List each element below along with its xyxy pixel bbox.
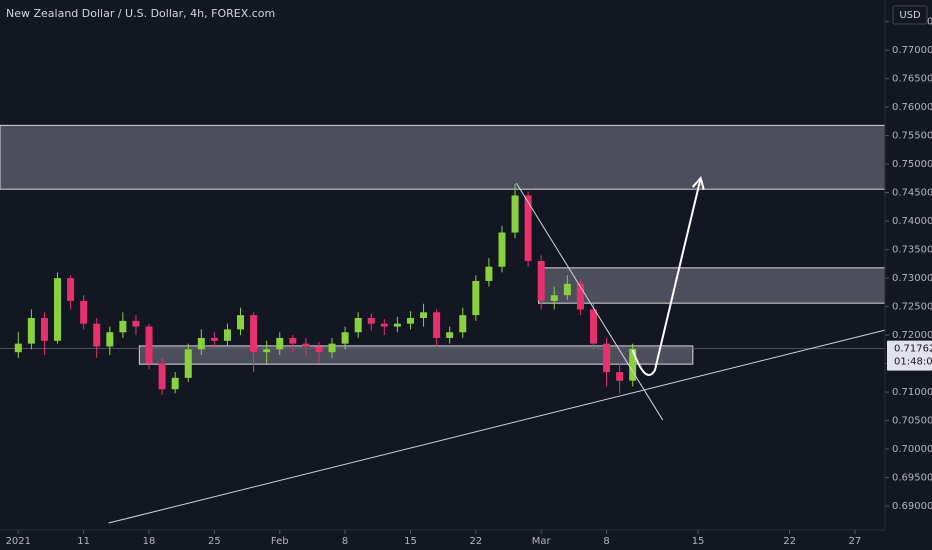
candle-body bbox=[40, 318, 48, 341]
currency-box bbox=[892, 5, 928, 25]
x-tick-label: 11 bbox=[77, 536, 90, 547]
candle-body bbox=[472, 280, 480, 316]
y-tick-label: 0.74500 bbox=[892, 188, 932, 199]
candle-body bbox=[433, 312, 441, 338]
zone bbox=[538, 267, 886, 304]
candle-body bbox=[250, 315, 258, 353]
y-tick-label: 0.75000 bbox=[892, 159, 932, 170]
candle-body bbox=[537, 261, 545, 301]
x-tick-label: 2021 bbox=[6, 536, 31, 547]
y-tick-label: 0.72000 bbox=[892, 330, 932, 341]
price-tag bbox=[887, 340, 932, 371]
candle-body bbox=[524, 195, 532, 262]
x-tick-label: 15 bbox=[404, 536, 417, 547]
y-tick-label: 0.72500 bbox=[892, 302, 932, 313]
candle-body bbox=[132, 320, 140, 327]
zone bbox=[0, 124, 886, 190]
arrow-head bbox=[691, 176, 705, 190]
x-tick-label: 15 bbox=[692, 536, 705, 547]
y-tick-label: 0.69500 bbox=[892, 473, 932, 484]
x-tick-label: 8 bbox=[342, 536, 348, 547]
x-tick-label: 22 bbox=[783, 536, 796, 547]
candle-body bbox=[237, 315, 245, 330]
candle-body bbox=[223, 329, 231, 341]
y-tick-label: 0.71000 bbox=[892, 387, 932, 398]
y-tick-label: 0.75500 bbox=[892, 131, 932, 142]
candle-body bbox=[380, 323, 388, 327]
x-tick-label: 27 bbox=[849, 536, 862, 547]
candle-body bbox=[145, 326, 153, 364]
y-tick-label: 0.70500 bbox=[892, 416, 932, 427]
candle-body bbox=[302, 343, 310, 347]
chart-title: New Zealand Dollar / U.S. Dollar, 4h, FO… bbox=[6, 7, 275, 20]
y-tick-label: 0.70000 bbox=[892, 444, 932, 455]
currency-label: USD bbox=[899, 10, 921, 21]
candle-body bbox=[616, 372, 624, 381]
x-tick-label: Mar bbox=[532, 536, 552, 547]
candle-body bbox=[197, 337, 205, 350]
candle-body bbox=[315, 346, 323, 353]
price-tag-label: 0.71762 bbox=[894, 344, 932, 355]
candle-body bbox=[354, 318, 362, 333]
candle-body bbox=[420, 312, 428, 318]
candle-body bbox=[119, 320, 127, 333]
candle-body bbox=[498, 232, 506, 267]
candle-body bbox=[93, 323, 101, 347]
candle-body bbox=[406, 318, 414, 324]
candle-body bbox=[27, 318, 35, 344]
candle-body bbox=[341, 332, 349, 344]
y-tick-label: 0.74000 bbox=[892, 216, 932, 227]
trendline bbox=[515, 182, 664, 421]
y-tick-label: 0.73500 bbox=[892, 245, 932, 256]
y-tick-label: 0.77000 bbox=[892, 45, 932, 56]
candle-body bbox=[393, 323, 401, 327]
candle-body bbox=[106, 332, 114, 347]
y-tick-label: 0.76500 bbox=[892, 74, 932, 85]
candle-body bbox=[459, 315, 467, 333]
candle-body bbox=[550, 295, 558, 301]
y-tick-label: 0.73000 bbox=[892, 273, 932, 284]
candle-body bbox=[184, 349, 192, 378]
y-tick-label: 0.76000 bbox=[892, 102, 932, 113]
zone bbox=[138, 345, 694, 365]
x-tick-label: 8 bbox=[603, 536, 609, 547]
candle-body bbox=[563, 283, 571, 296]
candle-body bbox=[603, 343, 611, 373]
x-tick-label: 22 bbox=[469, 536, 482, 547]
candle-body bbox=[263, 349, 271, 353]
x-tick-label: Feb bbox=[271, 536, 289, 547]
trendline bbox=[108, 329, 886, 524]
candle-body bbox=[276, 337, 284, 350]
candle-body bbox=[14, 343, 22, 353]
candle-body bbox=[485, 266, 493, 281]
candle-body bbox=[367, 318, 375, 324]
candle-body bbox=[446, 332, 454, 338]
candle-body bbox=[629, 348, 637, 381]
candle-body bbox=[158, 363, 166, 390]
plot-area bbox=[0, 124, 886, 524]
countdown-label: 01:48:01 bbox=[894, 357, 932, 368]
projection-arrow bbox=[631, 177, 702, 376]
candle-body bbox=[54, 278, 62, 341]
candle-body bbox=[589, 309, 597, 344]
x-tick-label: 18 bbox=[143, 536, 156, 547]
price-axis bbox=[885, 0, 932, 550]
candle-body bbox=[289, 337, 297, 344]
candle-body bbox=[511, 195, 519, 233]
candle-body bbox=[328, 343, 336, 353]
y-tick-label: 0.69000 bbox=[892, 501, 932, 512]
candle-body bbox=[67, 278, 75, 301]
candle-body bbox=[171, 377, 179, 390]
candle-body bbox=[210, 337, 218, 341]
candle-body bbox=[80, 300, 88, 324]
x-tick-label: 25 bbox=[208, 536, 221, 547]
candle-body bbox=[576, 283, 584, 310]
